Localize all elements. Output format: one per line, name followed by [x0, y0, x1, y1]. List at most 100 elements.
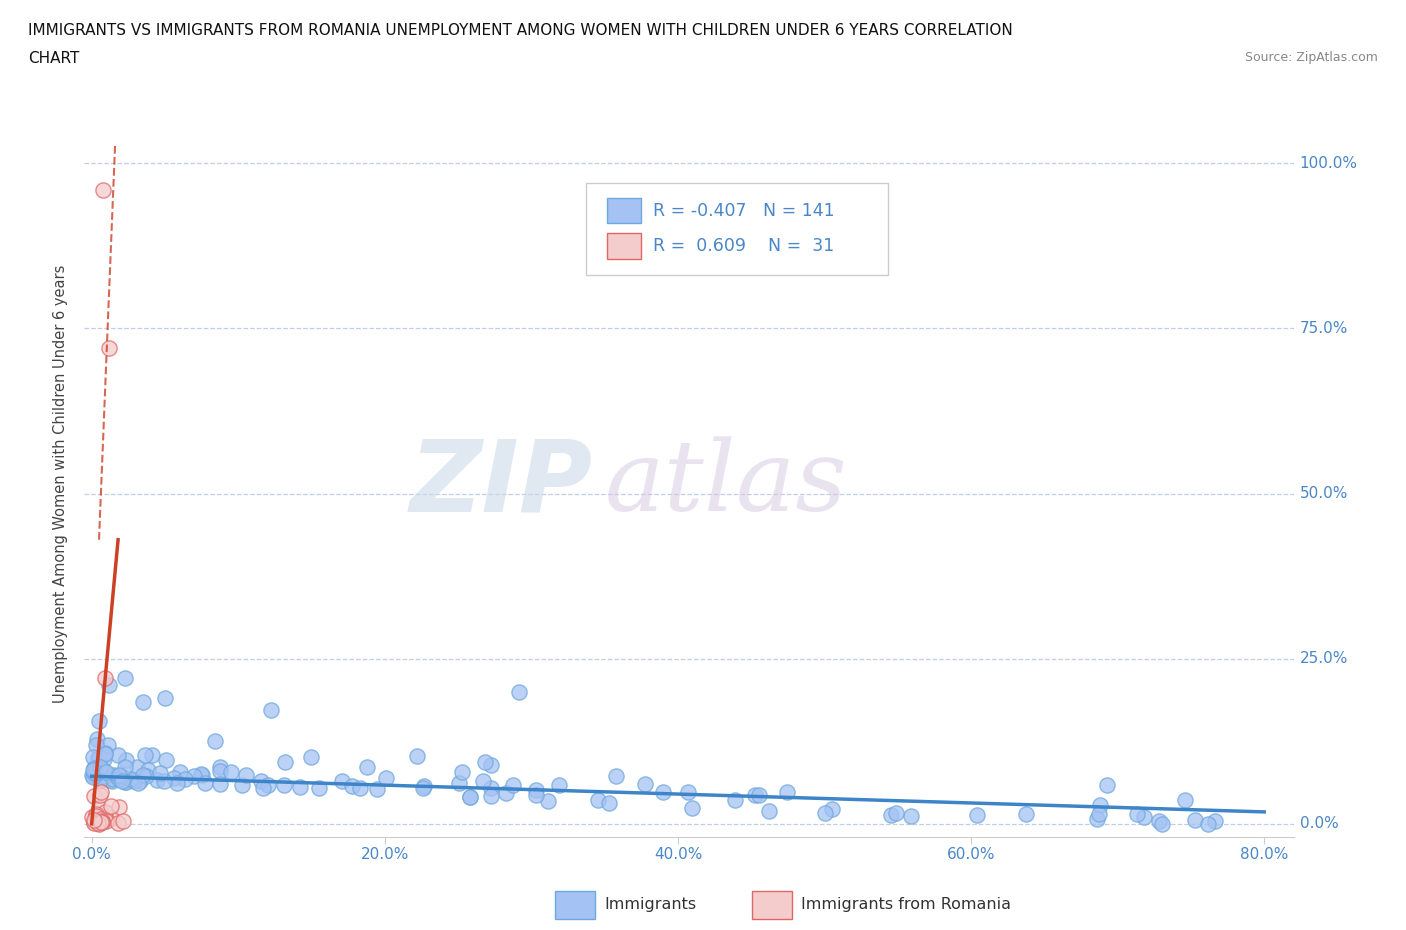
- Point: [146, 773, 169, 788]
- Point: [474, 754, 496, 769]
- Point: [89, 773, 111, 788]
- Point: [82, 770, 104, 785]
- Point: [1198, 817, 1220, 831]
- Point: [101, 772, 124, 787]
- Point: [101, 774, 124, 789]
- Point: [134, 748, 156, 763]
- Text: Immigrants: Immigrants: [605, 897, 697, 912]
- Point: [114, 771, 136, 786]
- Point: [406, 748, 429, 763]
- Point: [900, 809, 922, 824]
- Point: [87, 771, 110, 786]
- Point: [90, 784, 112, 799]
- Point: [86, 737, 108, 752]
- Point: [100, 798, 122, 813]
- Point: [80, 810, 103, 825]
- Point: [114, 760, 136, 775]
- Point: [93, 182, 115, 197]
- Point: [87, 816, 110, 830]
- Point: [288, 780, 311, 795]
- Point: [82, 763, 104, 777]
- Point: [966, 807, 988, 822]
- Point: [252, 780, 274, 795]
- Point: [821, 802, 844, 817]
- Point: [537, 794, 560, 809]
- Point: [87, 751, 110, 765]
- Point: [87, 812, 110, 827]
- Point: [84, 809, 107, 824]
- Point: [814, 805, 837, 820]
- Text: ZIP: ZIP: [409, 435, 592, 532]
- Point: [90, 812, 112, 827]
- Point: [97, 773, 120, 788]
- Text: IMMIGRANTS VS IMMIGRANTS FROM ROMANIA UNEMPLOYMENT AMONG WOMEN WITH CHILDREN UND: IMMIGRANTS VS IMMIGRANTS FROM ROMANIA UN…: [28, 23, 1012, 38]
- Text: atlas: atlas: [605, 436, 846, 531]
- Point: [91, 762, 114, 777]
- Point: [191, 767, 214, 782]
- Point: [94, 764, 117, 779]
- Point: [209, 777, 232, 791]
- Point: [1174, 792, 1197, 807]
- Point: [83, 765, 105, 780]
- Point: [681, 801, 703, 816]
- Point: [1184, 813, 1206, 828]
- Point: [89, 759, 111, 774]
- Point: [84, 764, 107, 779]
- Point: [274, 755, 297, 770]
- Point: [93, 810, 115, 825]
- Point: [366, 782, 388, 797]
- Point: [114, 671, 136, 686]
- Point: [479, 757, 502, 772]
- Point: [94, 768, 117, 783]
- Point: [204, 734, 226, 749]
- Text: 100.0%: 100.0%: [1299, 155, 1358, 171]
- Point: [94, 747, 117, 762]
- Y-axis label: Unemployment Among Women with Children Under 6 years: Unemployment Among Women with Children U…: [53, 264, 69, 703]
- Point: [526, 783, 548, 798]
- Point: [479, 789, 502, 804]
- Point: [299, 750, 322, 764]
- Point: [82, 767, 104, 782]
- Point: [87, 750, 110, 764]
- Point: [413, 778, 436, 793]
- Point: [586, 793, 609, 808]
- Point: [375, 771, 398, 786]
- Point: [219, 764, 242, 779]
- Point: [108, 770, 131, 785]
- Point: [107, 748, 129, 763]
- Point: [1088, 798, 1111, 813]
- Point: [330, 774, 353, 789]
- Point: [209, 760, 232, 775]
- Point: [1088, 806, 1111, 821]
- Point: [1149, 814, 1171, 829]
- Point: [250, 773, 273, 788]
- Point: [94, 811, 117, 826]
- Point: [471, 773, 494, 788]
- Point: [107, 816, 129, 830]
- Point: [231, 777, 253, 792]
- Point: [115, 752, 138, 767]
- Point: [125, 760, 148, 775]
- Point: [94, 805, 117, 820]
- Point: [129, 774, 152, 789]
- Point: [260, 702, 283, 717]
- Point: [308, 780, 330, 795]
- Point: [93, 768, 115, 783]
- Point: [190, 766, 212, 781]
- Point: [155, 752, 177, 767]
- Point: [724, 793, 747, 808]
- Text: 0.0%: 0.0%: [1299, 817, 1339, 831]
- Point: [149, 765, 172, 780]
- Text: Immigrants from Romania: Immigrants from Romania: [801, 897, 1011, 912]
- Point: [495, 786, 517, 801]
- Point: [547, 777, 569, 792]
- Point: [634, 777, 657, 791]
- Point: [121, 771, 143, 786]
- Point: [108, 800, 131, 815]
- Point: [127, 776, 149, 790]
- Point: [93, 752, 115, 767]
- Point: [98, 678, 121, 693]
- Point: [257, 777, 280, 792]
- Point: [83, 761, 105, 776]
- Point: [758, 804, 780, 818]
